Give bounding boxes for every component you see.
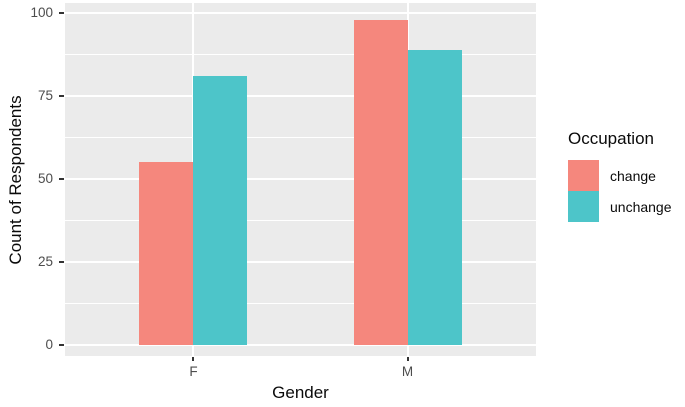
major-gridline (65, 12, 536, 14)
minor-gridline (65, 54, 536, 55)
legend: Occupation change unchange (568, 129, 672, 222)
minor-gridline (65, 137, 536, 138)
legend-item-unchange: unchange (568, 191, 672, 222)
plot-panel (65, 3, 536, 356)
minor-gridline (65, 220, 536, 221)
major-gridline (65, 95, 536, 97)
legend-item-label: change (610, 167, 656, 184)
bar-M-unchange (407, 49, 462, 345)
legend-item-change: change (568, 160, 672, 191)
y-tick-mark (59, 344, 64, 346)
y-tick-mark (59, 261, 64, 263)
legend-items: change unchange (568, 160, 672, 222)
y-tick-label: 0 (45, 337, 53, 352)
legend-title: Occupation (568, 129, 654, 148)
legend-item-label: unchange (610, 198, 672, 215)
y-tick-label: 25 (37, 254, 53, 269)
major-gridline (65, 261, 536, 263)
y-tick-mark (59, 95, 64, 97)
bar-F-change (139, 162, 194, 345)
major-gridline (65, 344, 536, 346)
x-tick-mark (192, 357, 195, 361)
x-tick-label: F (189, 364, 198, 379)
x-tick-label: M (401, 364, 414, 379)
minor-gridline (65, 303, 536, 304)
legend-swatch-change (568, 160, 599, 191)
x-axis-title: Gender (272, 383, 329, 402)
y-tick-mark (59, 12, 64, 14)
y-tick-label: 100 (30, 5, 53, 20)
y-tick-mark (59, 178, 64, 180)
bar-F-unchange (193, 76, 248, 345)
bar-M-change (353, 19, 408, 345)
y-tick-label: 50 (37, 171, 53, 186)
y-tick-label: 75 (37, 88, 53, 103)
x-tick-mark (406, 357, 409, 361)
legend-swatch-unchange (568, 191, 599, 222)
major-gridline (65, 178, 536, 180)
